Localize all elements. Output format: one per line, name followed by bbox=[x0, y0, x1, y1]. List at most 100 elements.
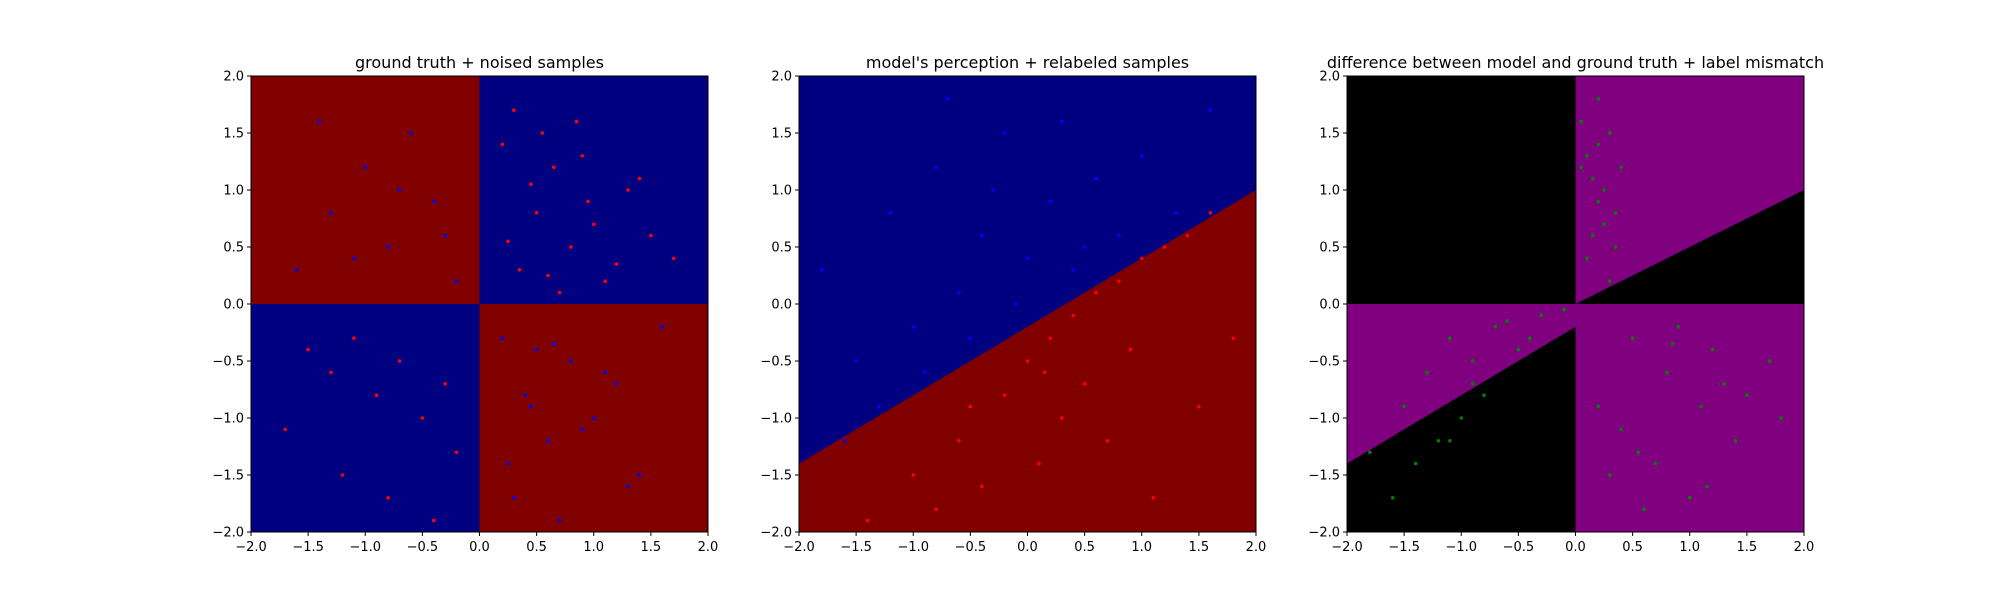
subplot-ground-truth: −2.0 −1.5 −1.0 −0.5 0.0 0.5 1.0 1.5 2.0 −2.0 −1.5 −… bbox=[212, 53, 718, 555]
x-tick-label: −1.5 bbox=[840, 540, 872, 555]
x-tick-label: −0.5 bbox=[407, 540, 439, 555]
data-point bbox=[1174, 211, 1178, 215]
scatter-points bbox=[1368, 97, 1783, 512]
data-point bbox=[888, 211, 893, 215]
data-point bbox=[1459, 416, 1464, 420]
data-point bbox=[1687, 496, 1692, 500]
y-tick-label: −1.0 bbox=[212, 412, 244, 427]
data-point bbox=[1585, 154, 1589, 158]
data-point bbox=[1231, 336, 1235, 341]
data-point bbox=[1448, 439, 1452, 443]
data-point bbox=[506, 461, 510, 466]
data-point bbox=[569, 245, 573, 249]
data-point bbox=[534, 211, 539, 215]
x-tick-label: −0.5 bbox=[1503, 540, 1535, 555]
data-point bbox=[574, 119, 579, 124]
data-point bbox=[1670, 342, 1675, 346]
data-point bbox=[1607, 131, 1612, 135]
data-point bbox=[1071, 268, 1075, 272]
y-tick-label: 0.5 bbox=[771, 241, 792, 256]
data-point bbox=[1630, 336, 1635, 341]
data-point bbox=[546, 273, 550, 278]
data-point bbox=[934, 165, 938, 169]
data-point bbox=[1619, 165, 1623, 169]
data-point bbox=[854, 359, 858, 363]
y-tick-label: 0.0 bbox=[771, 298, 792, 313]
y-tick-label: 1.0 bbox=[223, 184, 244, 199]
data-point bbox=[1082, 382, 1087, 386]
data-point bbox=[1042, 370, 1047, 375]
data-point bbox=[1590, 176, 1595, 181]
data-point bbox=[626, 188, 630, 192]
scatter-points bbox=[283, 108, 676, 523]
data-point bbox=[1117, 279, 1121, 284]
data-point bbox=[865, 518, 870, 523]
data-point bbox=[649, 233, 653, 238]
y-tick-label: 1.5 bbox=[223, 127, 244, 142]
subplot-model-perception: −2.0 −1.5 −1.0 −0.5 0.0 0.5 1.0 1.5 2.0 −2.0 −1.5 −… bbox=[760, 53, 1266, 555]
data-point bbox=[1059, 416, 1064, 420]
data-point bbox=[1602, 188, 1606, 192]
data-point bbox=[374, 393, 379, 398]
y-tick-label: 0.5 bbox=[1319, 241, 1340, 256]
data-point bbox=[1048, 199, 1053, 204]
data-point bbox=[637, 473, 642, 477]
y-tick-label: −2.0 bbox=[760, 526, 792, 541]
y-tick-label: −0.5 bbox=[760, 355, 792, 370]
data-point bbox=[1436, 439, 1441, 443]
data-point bbox=[911, 473, 916, 477]
data-point bbox=[1613, 211, 1618, 215]
data-point bbox=[1579, 119, 1584, 124]
data-point bbox=[340, 473, 345, 477]
x-tick-label: −0.5 bbox=[955, 540, 987, 555]
data-point bbox=[1094, 290, 1098, 295]
data-point bbox=[980, 233, 984, 238]
data-point bbox=[1642, 507, 1646, 512]
data-point bbox=[534, 347, 539, 352]
data-point bbox=[1607, 473, 1612, 477]
data-point bbox=[317, 119, 322, 124]
data-point bbox=[386, 245, 390, 249]
region-top-left bbox=[251, 76, 480, 304]
y-tick-label: −0.5 bbox=[212, 355, 244, 370]
data-point bbox=[409, 131, 413, 135]
data-point bbox=[420, 416, 425, 420]
subplot-title: model's perception + relabeled samples bbox=[866, 53, 1189, 72]
scatter-points bbox=[820, 97, 1235, 523]
x-tick-label: −1.5 bbox=[292, 540, 324, 555]
data-point bbox=[877, 404, 881, 409]
y-tick-label: −1.5 bbox=[1308, 469, 1340, 484]
data-point bbox=[1705, 484, 1709, 489]
data-point bbox=[660, 325, 665, 329]
data-point bbox=[1767, 359, 1772, 363]
data-point bbox=[1402, 404, 1406, 409]
data-point bbox=[614, 382, 619, 386]
region-mismatch-q1-upper bbox=[1575, 76, 1804, 304]
data-point bbox=[591, 222, 596, 226]
y-tick-label: −1.0 bbox=[760, 412, 792, 427]
data-point bbox=[1082, 245, 1087, 249]
axis-ticks: −2.0 −1.5 −1.0 −0.5 0.0 0.5 1.0 1.5 2.0 −2.0 −1.5 −… bbox=[1308, 70, 1814, 556]
data-point bbox=[1185, 233, 1190, 238]
x-tick-label: 0.5 bbox=[526, 540, 547, 555]
subplot-title: difference between model and ground trut… bbox=[1327, 53, 1824, 72]
y-tick-label: 2.0 bbox=[223, 70, 244, 85]
data-point bbox=[363, 165, 368, 169]
data-point bbox=[529, 404, 533, 409]
data-point bbox=[294, 268, 299, 272]
data-point bbox=[1596, 142, 1601, 147]
data-point bbox=[980, 484, 984, 489]
data-point bbox=[454, 279, 459, 284]
data-point bbox=[1710, 347, 1715, 352]
data-point bbox=[1619, 427, 1623, 432]
data-point bbox=[1151, 496, 1155, 500]
data-point bbox=[1596, 97, 1601, 101]
data-point bbox=[820, 268, 824, 272]
data-point bbox=[283, 427, 288, 432]
x-tick-label: −1.5 bbox=[1388, 540, 1420, 555]
data-point bbox=[500, 336, 505, 341]
region-top-right bbox=[479, 76, 708, 304]
region-mismatch-q3 bbox=[1347, 304, 1576, 464]
x-tick-label: 1.0 bbox=[583, 540, 604, 555]
data-point bbox=[1505, 319, 1509, 323]
